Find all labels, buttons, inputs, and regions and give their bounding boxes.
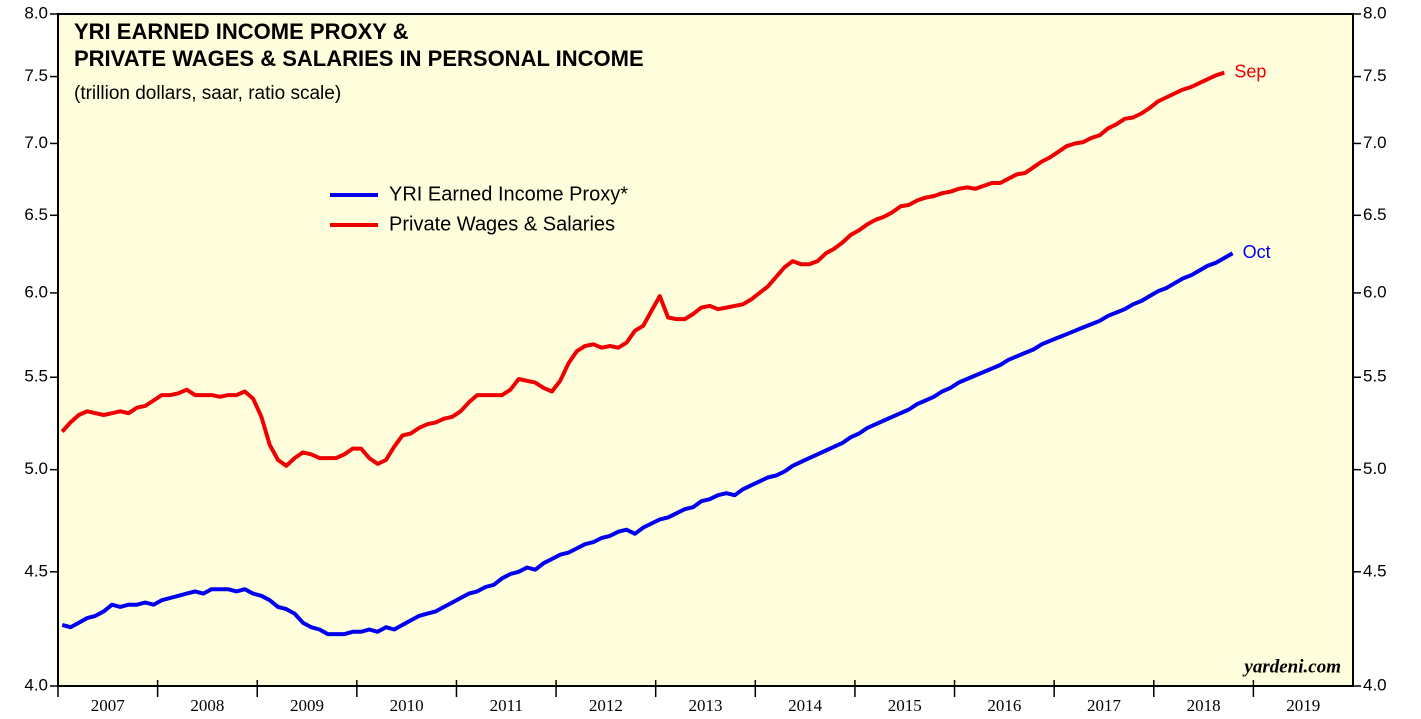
y-tick-label: 8.0 bbox=[24, 3, 48, 22]
x-tick-label: 2011 bbox=[490, 696, 523, 715]
legend-label: Private Wages & Salaries bbox=[389, 213, 615, 235]
y-tick-label: 6.5 bbox=[24, 205, 48, 224]
x-tick-label: 2014 bbox=[788, 696, 823, 715]
y-tick-label: 6.0 bbox=[24, 282, 48, 301]
chart-title: YRI EARNED INCOME PROXY & bbox=[74, 19, 409, 44]
y-tick-label: 4.0 bbox=[24, 675, 48, 694]
x-tick-label: 2016 bbox=[987, 696, 1021, 715]
legend-label: YRI Earned Income Proxy* bbox=[389, 183, 628, 205]
x-tick-label: 2013 bbox=[689, 696, 723, 715]
end-label: Oct bbox=[1243, 242, 1271, 262]
x-tick-label: 2010 bbox=[390, 696, 424, 715]
y-tick-label: 8.0 bbox=[1363, 3, 1387, 22]
y-tick-label: 6.0 bbox=[1363, 282, 1387, 301]
y-tick-label: 4.5 bbox=[1363, 561, 1387, 580]
series-line bbox=[60, 70, 1225, 468]
y-tick-label: 4.5 bbox=[24, 561, 48, 580]
x-tick-label: 2018 bbox=[1187, 696, 1221, 715]
end-label: Sep bbox=[1234, 61, 1266, 81]
plot bbox=[60, 70, 1234, 637]
y-tick-label: 6.5 bbox=[1363, 205, 1387, 224]
y-tick-label: 5.0 bbox=[24, 459, 48, 478]
x-tick-label: 2017 bbox=[1087, 696, 1122, 715]
y-tick-label: 5.5 bbox=[24, 367, 48, 386]
y-tick-label: 7.0 bbox=[1363, 133, 1387, 152]
source: yardeni.com bbox=[1242, 656, 1341, 677]
x-tick-label: 2009 bbox=[290, 696, 324, 715]
y-tick-label: 5.0 bbox=[1363, 459, 1387, 478]
y-tick-label: 4.0 bbox=[1363, 675, 1387, 694]
y-tick-label: 5.5 bbox=[1363, 367, 1387, 386]
chart-title: PRIVATE WAGES & SALARIES IN PERSONAL INC… bbox=[74, 46, 644, 71]
x-tick-label: 2008 bbox=[190, 696, 224, 715]
series-line bbox=[61, 251, 1234, 637]
y-tick-label: 7.0 bbox=[24, 133, 48, 152]
y-tick-label: 7.5 bbox=[1363, 66, 1387, 85]
x-tick-label: 2012 bbox=[589, 696, 623, 715]
x-tick-label: 2015 bbox=[888, 696, 922, 715]
x-tick-label: 2007 bbox=[91, 696, 126, 715]
plot-background bbox=[58, 14, 1353, 686]
x-tick-label: 2019 bbox=[1286, 696, 1320, 715]
plot-frame bbox=[57, 13, 1354, 687]
chart-subtitle: (trillion dollars, saar, ratio scale) bbox=[74, 83, 341, 104]
y-tick-label: 7.5 bbox=[24, 66, 48, 85]
